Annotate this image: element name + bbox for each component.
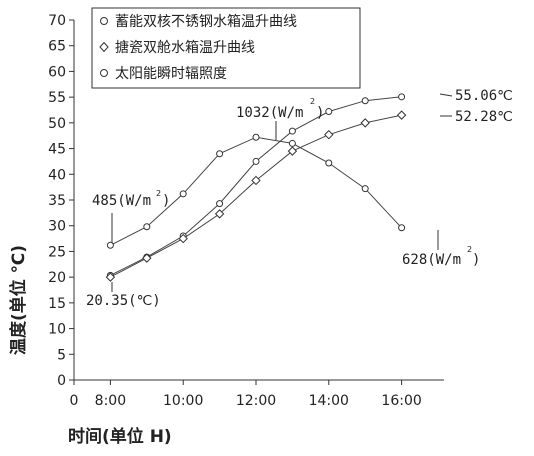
data-point-circle [216,150,224,158]
legend-label-stainless: 蓄能双核不锈钢水箱温升曲线 [115,14,297,30]
y-tick-label: 20 [48,270,66,286]
data-point-circle [252,157,260,165]
y-tick-label: 40 [48,167,66,183]
x-tick-label: 10:00 [163,393,203,409]
annotation-paren: ) [472,252,480,268]
data-point-circle [398,93,406,101]
data-point-circle [288,139,296,147]
annotation-superscript: 2 [156,189,161,198]
legend-marker-diamond [99,41,109,53]
data-point-circle [179,190,187,198]
data-point-circle [106,241,114,249]
legend-label-enamel: 搪瓷双舱水箱温升曲线 [115,40,255,56]
y-tick-label: 65 [48,39,66,55]
y-axis-title: 温度(单位 ℃) [8,245,29,355]
annotation-start-temp: 20.35(℃) [86,293,161,309]
data-point-diamond [142,253,152,263]
legend-box [91,7,361,89]
y-tick-label: 45 [48,142,66,158]
x-tick-label: 8:00 [95,393,126,409]
x-axis-title: 时间(单位 H) [68,426,172,447]
y-tick-label: 5 [57,347,66,363]
annotation-irradiance-end: 628(W/m [402,252,461,268]
annotation-superscript: 2 [467,245,472,254]
data-point-circle [398,224,406,232]
data-point-circle [252,133,260,141]
y-tick-label: 30 [48,219,66,235]
data-point-diamond [324,129,334,140]
data-point-diamond [251,175,261,186]
data-point-diamond [178,233,188,244]
legend-marker-circle-irradiance [100,69,108,77]
series-line-irradiance [110,136,402,246]
data-point-circle [216,200,224,208]
axes: 0 5 10 15 20 25 30 35 40 45 50 55 60 65 70 0 8:00 10:00 12… [48,13,444,409]
y-tick-label: 60 [48,64,66,80]
annotation-irradiance-start: 485(W/m [92,193,151,209]
data-point-diamond [105,272,116,282]
data-point-circle [143,223,151,231]
series-layer [105,93,407,282]
x-tick-label: 14:00 [309,393,349,409]
y-tick-label: 50 [48,116,66,132]
y-tick-label: 0 [57,373,66,389]
legend-marker-circle [100,17,108,25]
data-point-circle [288,127,296,135]
annotation-superscript: 2 [310,97,315,106]
legend-label-irradiance: 太阳能瞬时辐照度 [115,66,227,82]
data-point-circle [325,108,333,116]
y-tick-label: 25 [48,244,66,260]
data-point-diamond [214,209,225,219]
y-tick-label: 70 [48,13,66,29]
y-tick-label: 10 [48,322,66,338]
x-tick-label: 16:00 [381,393,421,409]
data-point-diamond [287,146,298,156]
data-point-circle [361,185,369,193]
x-tick-label: 12:00 [236,393,276,409]
annotation-stainless-end: 55.06℃ [455,88,513,104]
y-tick-label: 55 [48,90,66,106]
annotations: 485(W/m 2 ) 1032(W/m 2 ) 628(W/m 2 ) 55.… [86,88,513,309]
annotation-leader-stainless [439,93,453,97]
y-tick-label: 15 [48,296,66,312]
data-point-circle [325,159,333,167]
annotation-irradiance-peak: 1032(W/m [236,105,303,121]
data-point-diamond [396,110,407,120]
series-line-stainless [110,96,402,276]
annotation-paren: ) [162,193,170,209]
annotation-enamel-end: 52.28℃ [455,109,513,125]
data-point-circle [361,97,369,105]
data-point-diamond [360,118,370,128]
y-tick-label: 35 [48,193,66,209]
legend: 蓄能双核不锈钢水箱温升曲线 搪瓷双舱水箱温升曲线 太阳能瞬时辐照度 [91,7,361,89]
annotation-paren: ) [316,105,324,121]
x-tick-label: 0 [70,393,79,409]
